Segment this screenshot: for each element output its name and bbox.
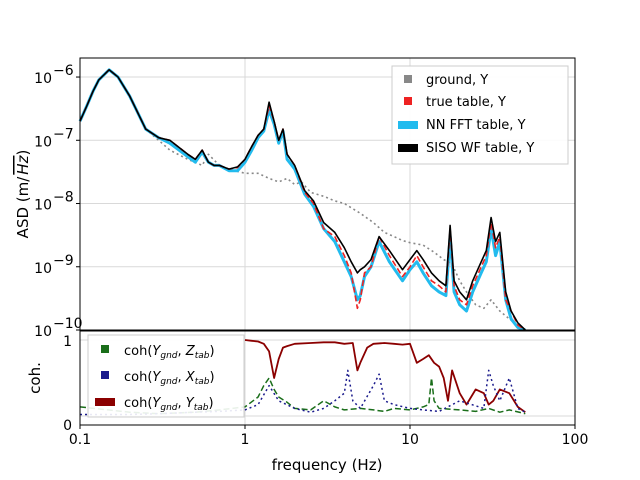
asd-legend: ground, Y true table, Y NN FFT table, Y … xyxy=(391,65,569,165)
legend-swatch-nn-fft xyxy=(398,121,418,129)
coherence-axes-frame xyxy=(79,330,576,426)
coherence-xtick-label: 10 xyxy=(401,432,419,448)
coherence-xtick-label: 1 xyxy=(241,432,250,448)
legend-swatch-coh-x xyxy=(101,371,109,379)
asd-ytick-label: 10 xyxy=(34,198,52,214)
asd-line-ground-y xyxy=(79,69,526,331)
asd-axes-frame xyxy=(79,57,576,331)
legend-label-coh-y: coh(Ygnd, Ytab) xyxy=(124,396,214,413)
coherence-ytick-label: 0 xyxy=(63,418,72,434)
asd-ytick-exponent: −6 xyxy=(53,63,74,79)
coherence-xtick-label: 0.1 xyxy=(69,432,91,448)
asd-ytick-exponent: −10 xyxy=(53,316,83,332)
asd-ytick-label: 10 xyxy=(34,324,52,340)
asd-ytick-label: 10 xyxy=(34,261,52,277)
legend-label-siso-wf: SISO WF table, Y xyxy=(426,141,534,156)
legend-swatch-coh-z xyxy=(101,345,109,353)
legend-label-coh-z: coh(Ygnd, Ztab) xyxy=(124,344,215,361)
asd-ytick-exponent: −7 xyxy=(53,126,74,142)
legend-label-ground: ground, Y xyxy=(426,73,488,88)
legend-swatch-coh-y xyxy=(95,398,115,406)
asd-series-group xyxy=(78,68,526,332)
asd-ytick-exponent: −8 xyxy=(53,190,74,206)
asd-legend-box xyxy=(391,65,569,165)
coherence-x-ticks: 0.1 1 10 100 xyxy=(69,425,589,448)
coherence-ytick-label: 1 xyxy=(63,334,72,350)
asd-ytick-label: 10 xyxy=(34,71,52,87)
asd-ytick-exponent: −9 xyxy=(53,253,74,269)
legend-label-true-table: true table, Y xyxy=(426,95,506,110)
legend-swatch-true-table xyxy=(404,97,412,105)
coherence-line-coh-y-gnd-y-tab xyxy=(244,339,526,413)
legend-swatch-ground xyxy=(404,75,412,83)
coherence-y-axis-label: coh. xyxy=(26,362,44,394)
asd-ytick-label: 10 xyxy=(34,134,52,150)
coherence-line-coh-y-gnd-z-tab xyxy=(79,377,526,415)
frequency-x-axis-label: frequency (Hz) xyxy=(272,456,383,474)
legend-swatch-siso-wf xyxy=(398,144,418,152)
coherence-legend: coh(Ygnd, Ztab) coh(Ygnd, Xtab) coh(Ygnd… xyxy=(87,334,245,418)
coherence-panel: 1 0 0.1 1 10 100 coh. frequency (Hz) coh(Yg… xyxy=(26,330,589,474)
coherence-line-coh-y-gnd-x-tab xyxy=(80,369,526,416)
legend-label-coh-x: coh(Ygnd, Xtab) xyxy=(124,370,215,387)
coherence-series-group xyxy=(79,339,526,416)
asd-line-siso-wf-table-y xyxy=(79,69,526,331)
asd-y-axis-label: ASD (m/Hz) xyxy=(14,150,32,239)
coherence-xtick-label: 100 xyxy=(562,432,589,448)
legend-label-nn-fft: NN FFT table, Y xyxy=(426,118,526,133)
